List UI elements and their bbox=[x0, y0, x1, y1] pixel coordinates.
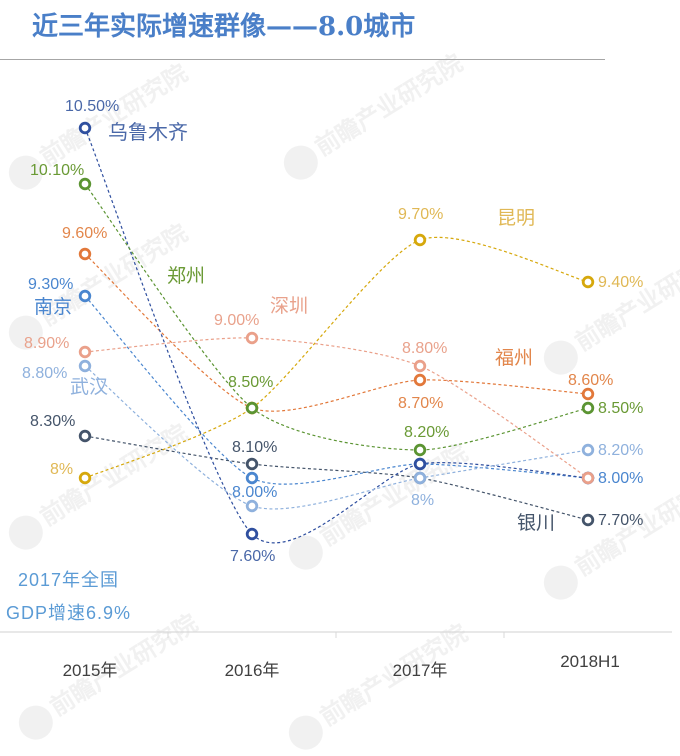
series-markers bbox=[78, 121, 595, 541]
data-point-marker bbox=[245, 457, 259, 471]
point-label: 8.20% bbox=[598, 442, 644, 459]
data-point-marker bbox=[581, 401, 595, 415]
data-point-marker bbox=[78, 121, 92, 135]
watermark-logo-icon bbox=[282, 708, 330, 756]
data-point-marker bbox=[245, 401, 259, 415]
x-tick-label: 2018H1 bbox=[560, 652, 620, 671]
data-point-marker bbox=[413, 471, 427, 485]
point-label: 8.70% bbox=[398, 395, 444, 412]
data-point-marker bbox=[78, 429, 92, 443]
series-line bbox=[84, 295, 589, 485]
point-label: 8.50% bbox=[598, 400, 644, 417]
point-label: 9.70% bbox=[398, 206, 444, 223]
data-point-marker bbox=[581, 471, 595, 485]
point-label: 8.80% bbox=[22, 365, 68, 382]
data-point-marker bbox=[413, 233, 427, 247]
x-axis bbox=[0, 631, 672, 638]
data-point-marker bbox=[413, 457, 427, 471]
series-line bbox=[84, 253, 589, 412]
series-line bbox=[84, 183, 589, 451]
point-label: 8.80% bbox=[402, 340, 448, 357]
data-point-marker bbox=[581, 275, 595, 289]
series-label-urumqi: 乌鲁木齐 bbox=[108, 122, 188, 144]
data-point-marker bbox=[413, 443, 427, 457]
x-tick-label: 2015年 bbox=[62, 661, 118, 680]
series-label-kunming: 昆明 bbox=[497, 208, 536, 229]
data-point-marker bbox=[413, 359, 427, 373]
x-tick-label: 2016年 bbox=[224, 661, 280, 680]
series-lines bbox=[84, 127, 589, 544]
data-point-marker bbox=[581, 387, 595, 401]
data-point-marker bbox=[581, 513, 595, 527]
national-gdp-note-line1: 2017年全国 bbox=[18, 570, 120, 590]
data-point-marker bbox=[78, 359, 92, 373]
point-label: 8% bbox=[411, 492, 435, 509]
series-line bbox=[84, 337, 589, 479]
data-point-marker bbox=[245, 499, 259, 513]
point-label: 8.20% bbox=[404, 424, 450, 441]
data-point-marker bbox=[245, 471, 259, 485]
point-label: 8.30% bbox=[30, 413, 76, 430]
series-label-fuzhou: 福州 bbox=[495, 348, 534, 369]
point-label: 9.30% bbox=[28, 276, 74, 293]
series-label-yinchuan: 银川 bbox=[517, 513, 556, 534]
point-label: 8.10% bbox=[232, 439, 278, 456]
point-label: 9.60% bbox=[62, 225, 108, 242]
data-point-marker bbox=[245, 527, 259, 541]
series-line bbox=[84, 127, 589, 544]
title-divider bbox=[0, 59, 605, 60]
point-label: 9.40% bbox=[598, 274, 644, 291]
point-label: 8% bbox=[50, 461, 74, 478]
point-label: 7.70% bbox=[598, 512, 644, 529]
point-label: 10.10% bbox=[30, 162, 85, 179]
data-point-marker bbox=[78, 471, 92, 485]
point-label: 9.00% bbox=[214, 312, 260, 329]
point-label: 7.60% bbox=[230, 548, 276, 565]
point-label: 8.50% bbox=[228, 374, 274, 391]
data-point-marker bbox=[78, 345, 92, 359]
point-label: 10.50% bbox=[65, 98, 120, 115]
series-label-wuhan: 武汉 bbox=[70, 377, 109, 398]
chart-title: 近三年实际增速群像——8.0城市 bbox=[32, 12, 416, 42]
point-label: 8.60% bbox=[568, 372, 614, 389]
series-line bbox=[84, 435, 589, 521]
point-label: 8.00% bbox=[598, 470, 644, 487]
data-point-marker bbox=[413, 373, 427, 387]
point-label: 8.00% bbox=[232, 484, 278, 501]
data-point-marker bbox=[78, 289, 92, 303]
data-point-marker bbox=[78, 177, 92, 191]
x-tick-label: 2017年 bbox=[392, 661, 448, 680]
series-label-shenzhen: 深圳 bbox=[270, 296, 309, 317]
series-label-nanjing: 南京 bbox=[34, 297, 73, 318]
point-label: 8.90% bbox=[24, 335, 70, 352]
data-point-marker bbox=[78, 247, 92, 261]
data-point-marker bbox=[245, 331, 259, 345]
series-line bbox=[84, 365, 589, 510]
national-gdp-note-line2: GDP增速6.9% bbox=[6, 603, 132, 623]
data-point-marker bbox=[581, 443, 595, 457]
series-line bbox=[84, 236, 589, 479]
chart-canvas bbox=[0, 121, 672, 638]
series-label-zhengzhou: 郑州 bbox=[167, 266, 206, 287]
